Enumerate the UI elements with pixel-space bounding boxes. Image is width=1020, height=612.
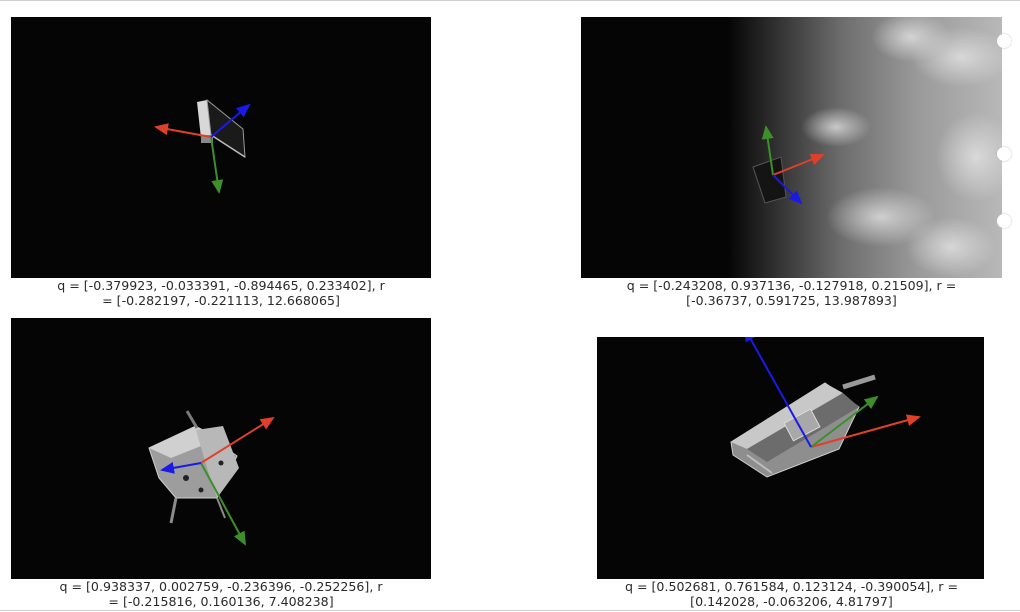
caption-line: q = [0.502681, 0.761584, 0.123124, -0.39… [624, 579, 959, 594]
satellite-image-3 [11, 318, 431, 579]
scroll-indicator-dot[interactable] [997, 147, 1011, 161]
bottom-border [0, 610, 1020, 611]
caption-line: q = [-0.379923, -0.033391, -0.894465, 0.… [57, 278, 385, 293]
pose-caption-2: q = [-0.243208, 0.937136, -0.127918, 0.2… [581, 278, 1002, 308]
caption-line: q = [0.938337, 0.002759, -0.236396, -0.2… [59, 579, 383, 594]
x-axis-arrow [154, 123, 212, 138]
z-axis-arrow [744, 337, 812, 448]
caption-line: [-0.36737, 0.591725, 13.987893] [686, 293, 897, 308]
pose-caption-3: q = [0.938337, 0.002759, -0.236396, -0.2… [11, 579, 431, 609]
caption-line: [0.142028, -0.063206, 4.81797] [690, 594, 893, 609]
satellite-image-1 [11, 17, 431, 278]
cloud-cover [801, 17, 1002, 277]
y-axis-arrow [810, 395, 879, 448]
satellite-image-2 [581, 17, 1002, 278]
x-axis-arrow [200, 416, 275, 464]
y-axis-arrow [210, 136, 224, 194]
caption-line: = [-0.282197, -0.221113, 12.668065] [102, 293, 340, 308]
z-axis-arrow [210, 103, 251, 138]
scroll-indicator-dot[interactable] [997, 34, 1011, 48]
x-axis-arrow [772, 153, 825, 176]
satellite-image-4 [597, 337, 984, 579]
caption-line: q = [-0.243208, 0.937136, -0.127918, 0.2… [626, 278, 957, 293]
pose-caption-4: q = [0.502681, 0.761584, 0.123124, -0.39… [581, 579, 1002, 609]
caption-line: = [-0.215816, 0.160136, 7.408238] [108, 594, 334, 609]
z-axis-arrow [160, 461, 202, 474]
satellite-model [148, 410, 239, 524]
satellite-model [730, 374, 876, 478]
y-axis-arrow [761, 125, 774, 176]
top-border [0, 0, 1020, 1]
y-axis-arrow [200, 462, 246, 546]
scroll-indicator-dot[interactable] [997, 214, 1011, 228]
x-axis-arrow [810, 414, 921, 448]
satellite-model [197, 98, 246, 158]
pose-caption-1: q = [-0.379923, -0.033391, -0.894465, 0.… [11, 278, 431, 308]
z-axis-arrow [772, 174, 803, 205]
